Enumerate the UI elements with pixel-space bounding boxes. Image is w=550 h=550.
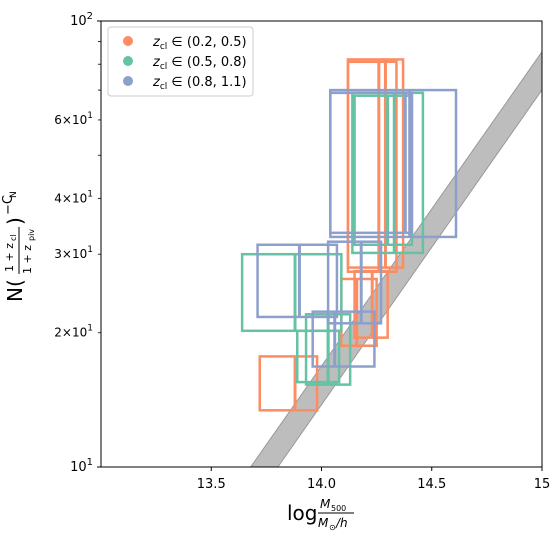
- x-label-log: log: [287, 501, 318, 525]
- x-label-den-tail: /h: [335, 516, 348, 530]
- scaling-band: [250, 50, 542, 467]
- x-axis-label: log M 500 M ⊙ /h: [287, 497, 354, 532]
- y-label-close: ): [3, 217, 27, 225]
- y-label-numerator: 1 + z: [3, 243, 16, 272]
- scaling-relation-band: [250, 50, 542, 467]
- legend-label: zcl ∈ (0.8, 1.1): [152, 75, 247, 92]
- y-tick-label: 6×101: [54, 111, 93, 127]
- y-axis-ticks: 101 102 2×101 3×101 4×101 6×101: [54, 11, 101, 475]
- y-label-exp-sub: N: [9, 191, 19, 198]
- y-tick-label: 4×101: [54, 189, 93, 205]
- legend-marker: [123, 36, 133, 46]
- y-tick-label: 2×101: [54, 324, 93, 340]
- y-tick-label: 102: [70, 11, 93, 29]
- data-box-series-1-0: [240, 252, 343, 333]
- data-box-series-2-2: [326, 240, 383, 325]
- y-label-num-sub: cl: [9, 234, 18, 241]
- y-label-n: N(: [3, 279, 27, 302]
- legend-marker: [123, 76, 133, 86]
- x-label-numerator: M: [320, 497, 331, 511]
- x-tick-label: 14.0: [307, 477, 336, 492]
- x-tick-label: 13.5: [197, 477, 226, 492]
- data-box-series-0-4: [346, 58, 405, 269]
- y-label-denominator: 1 + z: [21, 245, 34, 274]
- y-tick-label: 3×101: [54, 245, 93, 261]
- x-label-num-sub: 500: [331, 504, 346, 513]
- y-label-den-sub: piv: [27, 229, 36, 241]
- x-label-den-sub: ⊙: [329, 523, 336, 532]
- legend-label: zcl ∈ (0.2, 0.5): [152, 35, 247, 52]
- legend: zcl ∈ (0.2, 0.5) zcl ∈ (0.5, 0.8) zcl ∈ (0…: [107, 26, 254, 97]
- y-tick-label: 101: [70, 457, 93, 475]
- x-axis-ticks: 13.5 14.0 14.5 15: [197, 467, 550, 492]
- x-tick-label: 15: [534, 477, 550, 492]
- data-box-series-2-1: [311, 310, 376, 368]
- y-axis-label: N( 1 + z cl 1 + z piv ) −C N: [1, 191, 36, 302]
- y-label-exponent: −C: [1, 195, 16, 215]
- data-series: [240, 58, 458, 412]
- data-box-series-1-2: [295, 329, 341, 384]
- data-box-series-2-4: [329, 91, 414, 235]
- data-box-series-2-0: [256, 243, 339, 319]
- legend-marker: [123, 56, 133, 66]
- x-tick-label: 14.5: [417, 477, 446, 492]
- x-label-denominator: M: [318, 516, 329, 530]
- legend-label: zcl ∈ (0.5, 0.8): [152, 55, 247, 72]
